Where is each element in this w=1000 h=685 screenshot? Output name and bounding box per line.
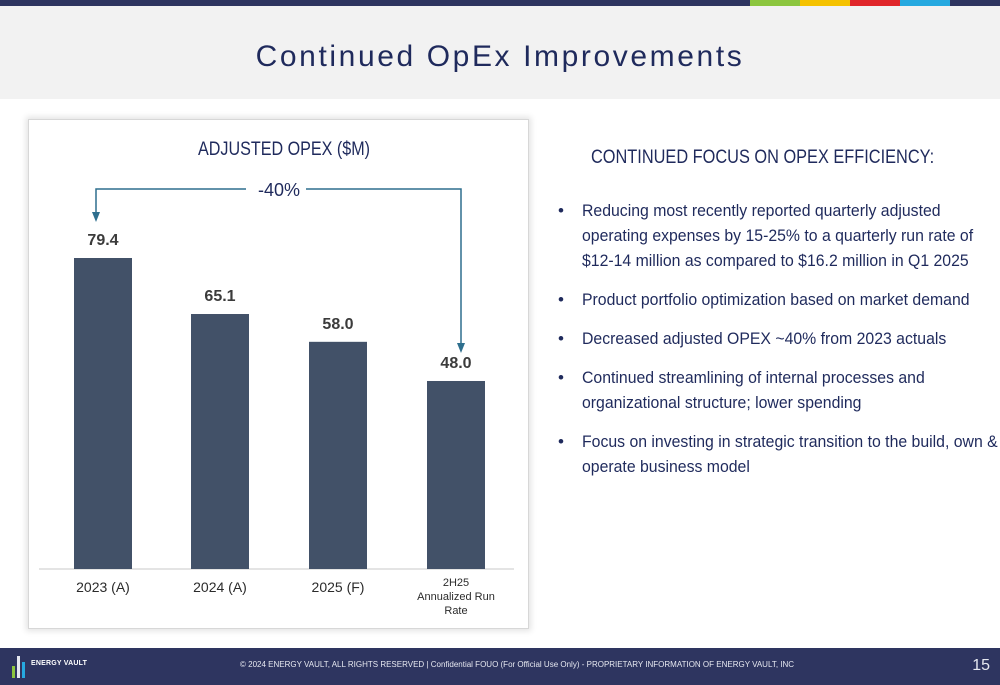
bullet-text: Focus on investing in strategic transiti… (582, 432, 998, 476)
bullet-dot-icon: • (558, 329, 564, 348)
change-annotation: -40% (258, 180, 300, 200)
accent-stripe-yellow (800, 0, 850, 6)
bar-3 (309, 341, 367, 569)
bullet-dot-icon: • (558, 368, 564, 387)
bar-value-label: 65.1 (204, 288, 235, 305)
bullet-item: • Decreased adjusted OPEX ~40% from 2023 … (556, 326, 996, 351)
page-number: 15 (972, 657, 990, 674)
bullet-text: Reducing most recently reported quarterl… (582, 201, 974, 270)
copyright-note: © 2024 ENERGY VAULT, ALL RIGHTS RESERVED… (240, 660, 795, 669)
slide-header: Continued OpEx Improvements (0, 6, 1000, 99)
accent-stripe-green (750, 0, 800, 6)
accent-stripe-blue (900, 0, 950, 6)
focus-heading: CONTINUED FOCUS ON OPEX EFFICIENCY: (591, 147, 935, 168)
logo-text: ENERGY VAULT (31, 660, 88, 667)
top-accent-bar (0, 0, 1000, 6)
bullet-dot-icon: • (558, 432, 564, 451)
bar-1 (74, 258, 132, 569)
arrow-head-right-icon (457, 343, 465, 353)
slide-title: Continued OpEx Improvements (255, 40, 745, 73)
bullet-text: Continued streamlining of internal proce… (582, 368, 925, 412)
category-label: 2025 (F) (312, 579, 365, 595)
accent-stripe-red (850, 0, 900, 6)
bar-value-label: 48.0 (440, 355, 471, 372)
bullet-text: Decreased adjusted OPEX ~40% from 2023 a… (582, 329, 947, 348)
category-label: 2023 (A) (76, 579, 130, 595)
bar-2 (191, 314, 249, 569)
bullet-item: • Focus on investing in strategic transit… (556, 429, 998, 479)
slide-footer: ENERGY VAULT © 2024 ENERGY VAULT, ALL RI… (0, 648, 1000, 685)
bullet-text: Product portfolio optimization based on … (582, 290, 970, 309)
arrow-head-left-icon (92, 212, 100, 222)
bullet-item: • Continued streamlining of internal proc… (556, 365, 996, 415)
opex-bar-chart: ADJUSTED OPEX ($M) 79.4 65.1 58.0 48.0 2023 (… (39, 139, 514, 617)
bullet-item: • Reducing most recently reported quarter… (556, 198, 996, 273)
bullet-dot-icon: • (558, 290, 564, 309)
category-label: 2024 (A) (193, 579, 247, 595)
opex-chart-card: ADJUSTED OPEX ($M) 79.4 65.1 58.0 48.0 2023 (… (29, 120, 528, 628)
bullet-dot-icon: • (558, 201, 564, 220)
focus-bullet-list: • Reducing most recently reported quarter… (556, 198, 998, 493)
category-label: 2H25 Annualized Run Rate (417, 577, 495, 617)
bar-value-label: 58.0 (322, 316, 353, 333)
chart-title: ADJUSTED OPEX ($M) (198, 139, 370, 160)
bracket-left-line (95, 188, 246, 214)
bar-value-label: 79.4 (87, 232, 118, 249)
bar-4 (427, 380, 485, 569)
bracket-right-line (306, 188, 462, 345)
bullet-item: • Product portfolio optimization based on… (556, 287, 996, 312)
